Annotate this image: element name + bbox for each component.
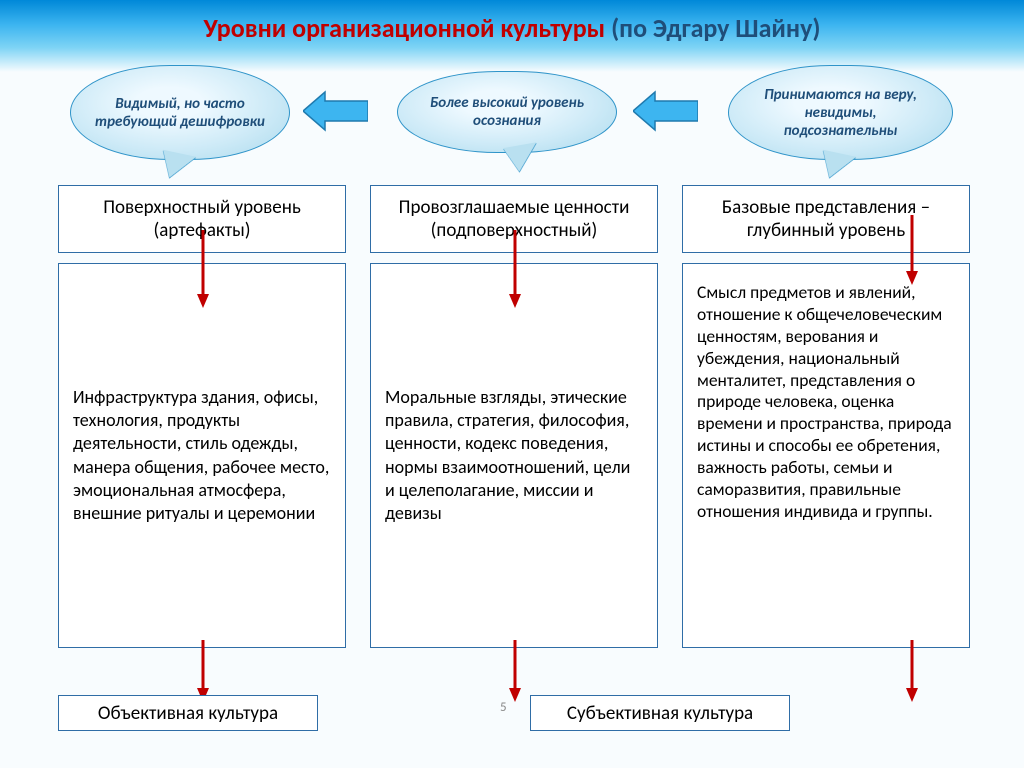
red-arrow-down bbox=[508, 230, 522, 308]
bubble-tail bbox=[503, 142, 541, 174]
red-arrow-down bbox=[905, 640, 919, 702]
bubble-row: Видимый, но часто требующий дешифровки Б… bbox=[0, 55, 1024, 175]
red-arrow-down bbox=[905, 215, 919, 285]
desc-box-values: Моральные взгляды, этические правила, ст… bbox=[370, 263, 658, 648]
slide-title: Уровни организационной культуры (по Эдга… bbox=[0, 0, 1024, 44]
arrow-left-1 bbox=[303, 90, 368, 132]
red-arrow-down bbox=[196, 230, 210, 308]
desc-box-artefacts: Инфраструктура здания, офисы, технология… bbox=[58, 263, 346, 648]
level-box-assumptions: Базовые представления – глубинный уровен… bbox=[682, 185, 970, 253]
bubble-tail bbox=[818, 150, 857, 183]
bubble-belief: Принимаются на веру, невидимы, подсознат… bbox=[728, 65, 953, 160]
title-part-blue: (по Эдгару Шайну) bbox=[611, 12, 820, 44]
desc-box-assumptions: Смысл предметов и явлений, отношение к о… bbox=[682, 263, 970, 648]
bubble-awareness: Более высокий уровень осознания bbox=[397, 71, 617, 153]
bubble-visible: Видимый, но часто требующий дешифровки bbox=[70, 65, 290, 160]
page-number: 5 bbox=[500, 700, 507, 715]
red-arrow-down bbox=[508, 640, 522, 702]
title-part-red: Уровни организационной культуры bbox=[203, 12, 605, 44]
bottom-box-objective: Объективная культура bbox=[58, 695, 318, 731]
bottom-box-subjective: Субъективная культура bbox=[530, 695, 790, 731]
bubble-tail bbox=[158, 150, 197, 183]
arrow-left-2 bbox=[633, 90, 698, 132]
red-arrow-down bbox=[196, 640, 210, 702]
column-assumptions: Базовые представления – глубинный уровен… bbox=[682, 185, 970, 648]
